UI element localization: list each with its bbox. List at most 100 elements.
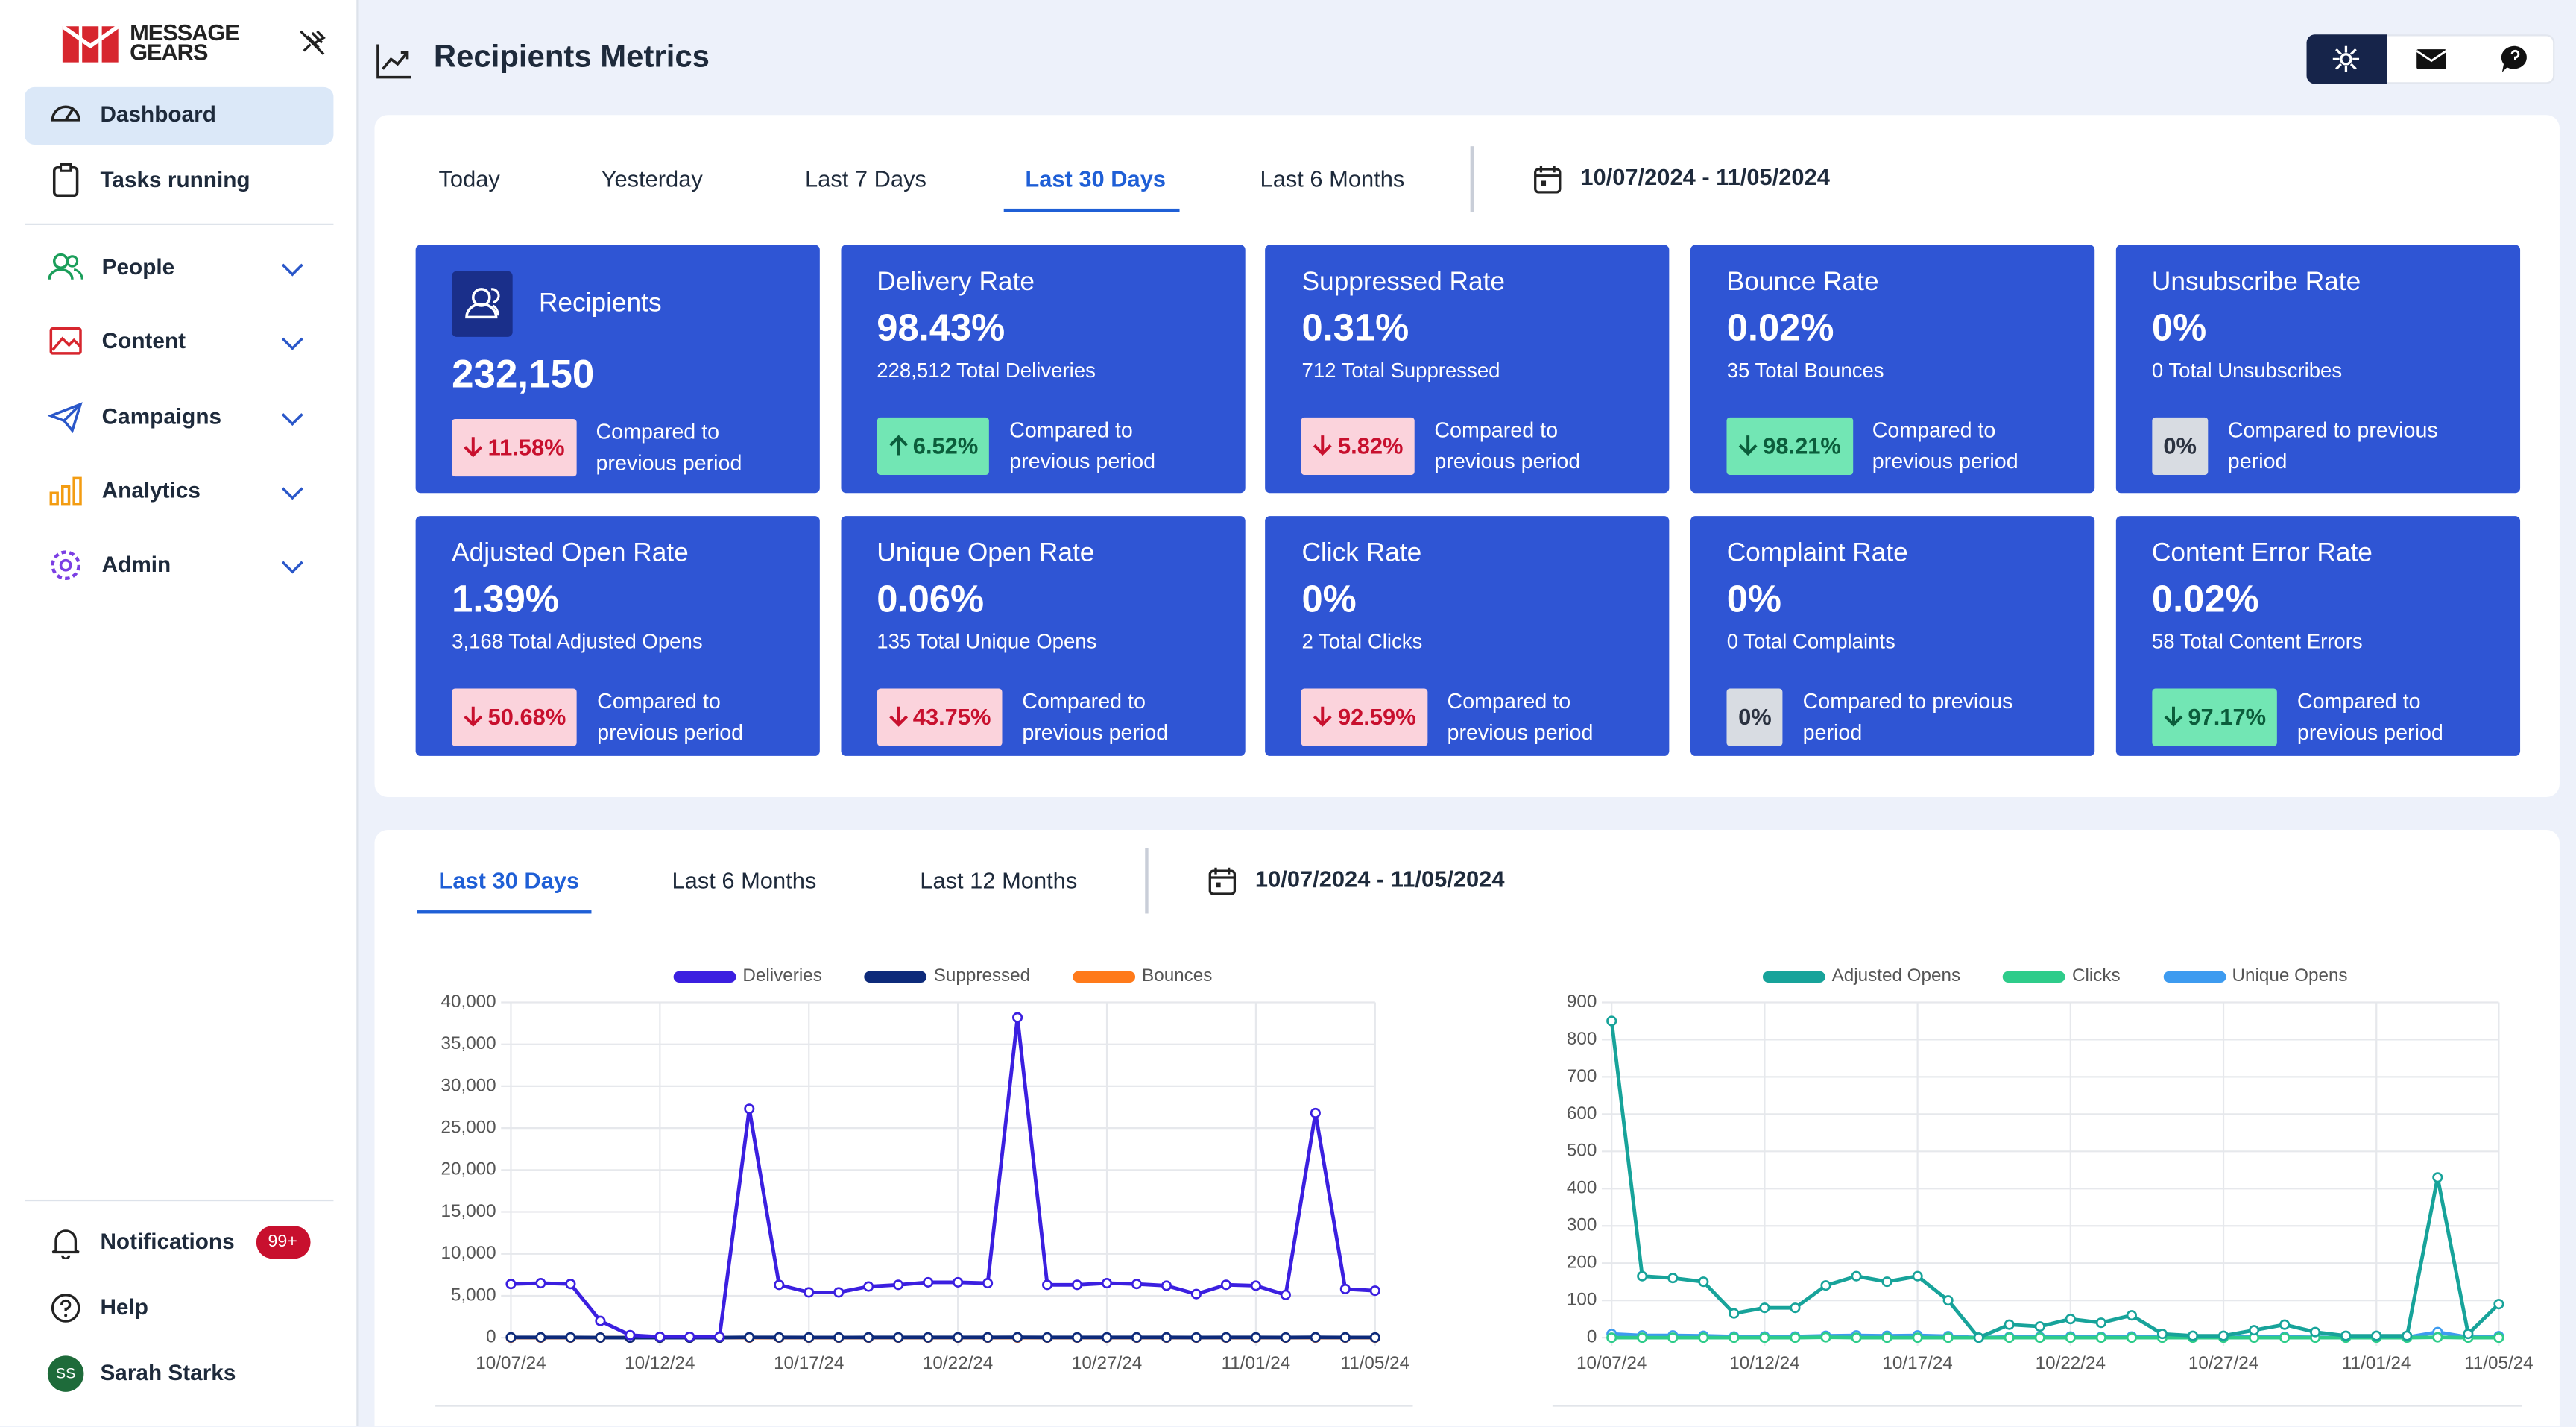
y-tick-label: 15,000 [441, 1201, 496, 1221]
nav-item[interactable]: People [101, 254, 175, 280]
chevron [280, 482, 306, 501]
card-comparison: Compared to previous period [597, 688, 744, 745]
tab-divider [1470, 146, 1474, 212]
tab-active[interactable]: Last 30 Days [1025, 165, 1167, 192]
data-point [2432, 1332, 2443, 1343]
date-range[interactable]: 10/07/2024 - 11/05/2024 [1254, 865, 1505, 892]
data-point [1698, 1276, 1709, 1288]
change-arrow [2163, 705, 2188, 728]
nav-item[interactable]: Campaigns [101, 403, 222, 429]
tab[interactable]: Today [438, 165, 500, 192]
legend-item[interactable]: Clicks [2003, 966, 2121, 986]
y-tick-label: 600 [1567, 1103, 1597, 1124]
card-title: Unsubscribe Rate [2151, 268, 2361, 297]
footer-item[interactable]: Help [100, 1294, 148, 1320]
legend-swatch [2003, 970, 2066, 982]
data-point [2279, 1319, 2291, 1330]
card-compare-row: 6.52% Compared to previous period [877, 414, 1208, 476]
tab-underline [417, 910, 592, 914]
data-point [1280, 1289, 1291, 1300]
legend-item[interactable]: Adjusted Opens [1763, 966, 1960, 986]
tab[interactable]: Last 6 Months [1260, 165, 1405, 192]
nav-item[interactable]: Admin [101, 552, 171, 577]
data-point [2095, 1332, 2106, 1343]
tab-divider [1145, 848, 1149, 914]
data-point [2371, 1330, 2382, 1341]
legend-item[interactable]: Bounces [1073, 966, 1212, 986]
card-compare-row: 97.17% Compared to previous period [2151, 685, 2484, 748]
metric-card: Click Rate 0% 2 Total Clicks 92.59% Compared… [1266, 516, 1670, 756]
legend-item[interactable]: Deliveries [673, 966, 822, 986]
nav-icon [48, 163, 83, 198]
data-point [1131, 1279, 1143, 1290]
x-tick-label: 10/17/24 [1882, 1353, 1952, 1373]
data-point [1220, 1279, 1231, 1291]
legend-item[interactable]: Unique Opens [2162, 965, 2348, 986]
card-subtitle: 3,168 Total Adjusted Opens [452, 630, 703, 654]
y-tick-label: 800 [1567, 1029, 1597, 1049]
change-badge: 50.68% [452, 687, 578, 746]
data-point [1881, 1332, 1892, 1343]
card-value: 0.06% [877, 577, 985, 620]
data-point [982, 1332, 994, 1343]
y-tick-label: 0 [1587, 1327, 1597, 1347]
legend-label: Unique Opens [2232, 965, 2348, 986]
footer-item[interactable]: Notifications [100, 1229, 235, 1254]
date-range[interactable]: 10/07/2024 - 11/05/2024 [1580, 163, 1830, 190]
avatar [47, 1355, 84, 1392]
x-tick-label: 10/27/24 [2188, 1353, 2258, 1373]
data-point [1942, 1332, 1954, 1343]
tab[interactable]: Last 12 Months [920, 866, 1078, 894]
metric-card: Bounce Rate 0.02% 35 Total Bounces 98.21% Co… [1690, 245, 2095, 494]
nav-item[interactable]: Dashboard [100, 101, 216, 127]
data-point [1667, 1273, 1679, 1284]
metric-card: Complaint Rate 0% 0 Total Complaints 0% Comp… [1690, 516, 2095, 756]
data-point [2126, 1332, 2137, 1343]
nav-item[interactable]: Analytics [101, 478, 201, 503]
nav-icon [48, 97, 83, 133]
legend-item[interactable]: Suppressed [865, 966, 1030, 986]
page-title: Recipients Metrics [433, 40, 710, 75]
tab[interactable]: Last 6 Months [672, 866, 817, 894]
data-point [923, 1276, 934, 1288]
tab[interactable]: Yesterday [601, 165, 703, 192]
data-point [833, 1287, 845, 1298]
data-point [744, 1103, 755, 1115]
data-point [1912, 1332, 1923, 1343]
nav-item[interactable]: Content [101, 328, 186, 353]
logo-text: GEARS [130, 39, 208, 66]
pin-icon[interactable] [297, 28, 327, 57]
toolbar-button-active[interactable] [2306, 34, 2387, 84]
series-line [1609, 1021, 2501, 1340]
tab-active[interactable]: Last 30 Days [438, 866, 580, 894]
data-point [2493, 1332, 2504, 1343]
data-point [1606, 1015, 1617, 1027]
data-point [1851, 1332, 1862, 1343]
data-point [1042, 1279, 1053, 1291]
chevron [280, 408, 306, 427]
legend-label: Suppressed [933, 965, 1031, 986]
chat-icon[interactable] [2498, 42, 2531, 75]
y-tick-label: 300 [1567, 1215, 1597, 1235]
change-badge: 0% [1726, 687, 1784, 746]
y-tick-label: 20,000 [441, 1159, 496, 1179]
data-point [1310, 1332, 1321, 1343]
y-tick-label: 700 [1567, 1066, 1597, 1086]
x-tick-label: 10/27/24 [1072, 1353, 1142, 1373]
change-value: 11.58% [487, 433, 565, 461]
card-comparison: Compared to previous period [1802, 688, 2013, 745]
mail-icon[interactable] [2415, 46, 2448, 72]
card-comparison: Compared to previous period [1447, 688, 1594, 745]
card-subtitle: 228,512 Total Deliveries [877, 359, 1096, 382]
tab[interactable]: Last 7 Days [804, 165, 926, 192]
bell-icon [49, 1226, 82, 1260]
data-point [982, 1278, 994, 1289]
data-point [774, 1332, 785, 1343]
nav-item[interactable]: Tasks running [100, 167, 250, 192]
card-title: Adjusted Open Rate [452, 539, 689, 568]
logo-text: MESSAGE [130, 19, 240, 45]
legend-swatch [2162, 970, 2226, 982]
footer-item[interactable]: Sarah Starks [100, 1360, 236, 1385]
